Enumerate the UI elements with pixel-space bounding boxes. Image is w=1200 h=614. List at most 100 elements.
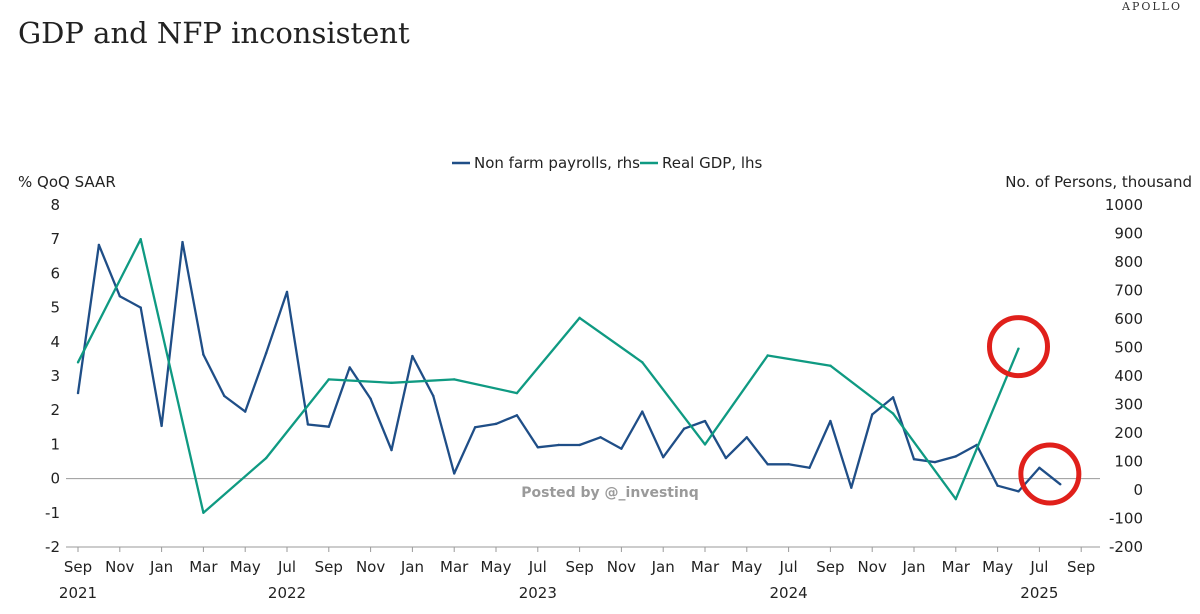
nfp-point: [933, 460, 937, 464]
nfp-point: [97, 243, 101, 247]
nfp-point: [954, 455, 957, 458]
gdp-point: [327, 378, 330, 381]
nfp-point: [118, 295, 122, 298]
right-tick-label: 1000: [1105, 196, 1143, 214]
x-tick-label: Nov: [607, 558, 636, 576]
watermark: Posted by @_investinq: [521, 485, 699, 501]
x-tick-label: Nov: [858, 558, 887, 576]
legend-label-nfp: Non farm payrolls, rhs: [474, 154, 640, 172]
gdp-point: [202, 511, 205, 514]
x-tick-label: Mar: [189, 558, 218, 576]
left-tick-label: 4: [50, 333, 60, 351]
x-tick-label: Jan: [651, 558, 675, 576]
legend-label-gdp: Real GDP, lhs: [662, 154, 763, 172]
left-tick-label: 6: [50, 264, 60, 282]
nfp-point: [390, 448, 393, 452]
gdp-point: [453, 378, 456, 381]
x-year-label: 2023: [519, 584, 557, 602]
left-tick-label: 8: [50, 196, 60, 214]
gdp-point: [76, 361, 80, 364]
nfp-point: [285, 290, 289, 294]
nfp-point: [766, 463, 769, 466]
nfp-point: [620, 447, 623, 450]
nfp-point: [912, 458, 916, 461]
left-axis: 8 7 6 5 4 3 2 1 0 -1 -2: [45, 196, 60, 556]
gdp-point: [1017, 347, 1020, 350]
x-year-label: 2021: [59, 584, 97, 602]
x-tick-label: May: [480, 558, 511, 576]
nfp-point: [682, 427, 686, 430]
x-tick-label: Sep: [1067, 558, 1095, 576]
legend: Non farm payrolls, rhs Real GDP, lhs: [452, 154, 763, 172]
x-year-label: 2024: [770, 584, 808, 602]
left-axis-title: % QoQ SAAR: [18, 173, 116, 191]
left-tick-label: 3: [50, 367, 60, 385]
nfp-point: [453, 472, 456, 475]
series-layer: [76, 238, 1062, 514]
gdp-point: [641, 361, 644, 364]
gdp-point: [264, 456, 268, 460]
right-tick-label: 500: [1114, 339, 1143, 357]
nfp-point: [411, 354, 414, 358]
gdp-point: [390, 381, 393, 385]
nfp-point: [432, 394, 435, 398]
x-tick-label: Sep: [816, 558, 844, 576]
right-tick-label: -100: [1109, 510, 1143, 528]
right-tick-label: 200: [1114, 424, 1143, 442]
x-tick-label: Mar: [440, 558, 469, 576]
highlight-circle-nfp: [1018, 442, 1082, 506]
nfp-point: [891, 396, 895, 399]
nfp-point: [996, 484, 999, 487]
nfp-point: [1038, 466, 1041, 469]
right-tick-label: 600: [1114, 310, 1143, 328]
highlight-circle-gdp: [987, 315, 1050, 379]
right-axis-title: No. of Persons, thousand: [1005, 173, 1192, 191]
nfp-point: [1059, 483, 1062, 486]
nfp-point: [808, 466, 811, 469]
right-tick-label: 400: [1114, 367, 1143, 385]
nfp-point: [557, 443, 560, 447]
x-tick-label: Nov: [105, 558, 134, 576]
nfp-point: [1017, 490, 1020, 493]
nfp-point: [536, 446, 539, 449]
nfp-point: [641, 410, 644, 413]
nfp-point: [787, 463, 790, 466]
nfp-point: [494, 422, 498, 426]
x-tick-label: Jul: [779, 558, 798, 576]
x-tick-label: Mar: [691, 558, 720, 576]
gdp-point: [766, 354, 769, 357]
nfp-point: [850, 486, 853, 489]
x-tick-label: Jul: [1029, 558, 1048, 576]
x-tick-label: Jul: [528, 558, 547, 576]
gdp-point: [703, 443, 707, 446]
nfp-point: [578, 443, 581, 447]
gdp-point: [891, 412, 895, 415]
left-tick-label: 5: [50, 299, 60, 317]
nfp-point: [724, 456, 728, 460]
series-line-gdp: [76, 238, 1020, 514]
brand-logo: APOLLO: [1122, 0, 1182, 13]
gdp-point: [139, 238, 142, 241]
x-tick-label: Sep: [64, 558, 92, 576]
nfp-point: [473, 426, 477, 429]
nfp-point: [703, 419, 707, 423]
left-tick-label: 1: [50, 435, 60, 453]
right-tick-label: 300: [1114, 396, 1143, 414]
x-tick-label: May: [230, 558, 261, 576]
left-tick-label: 0: [50, 470, 60, 488]
right-tick-label: 0: [1133, 481, 1143, 499]
nfp-point: [829, 419, 832, 423]
nfp-point: [599, 436, 602, 439]
nfp-point: [264, 352, 268, 355]
right-tick-label: 900: [1114, 225, 1143, 243]
nfp-point: [244, 410, 247, 413]
annotation-layer: [987, 315, 1082, 506]
right-tick-label: -200: [1109, 538, 1143, 556]
x-tick-label: Jan: [400, 558, 424, 576]
gdp-point: [515, 391, 519, 395]
right-tick-label: 800: [1114, 253, 1143, 271]
nfp-point: [223, 394, 226, 398]
nfp-point: [181, 240, 184, 244]
